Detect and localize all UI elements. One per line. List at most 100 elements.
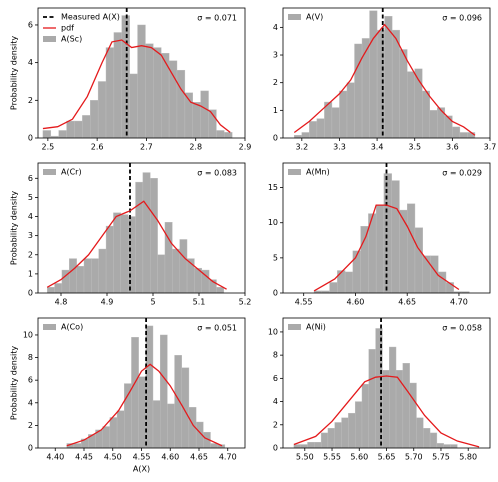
bar <box>407 71 415 139</box>
axes-frame <box>282 7 491 139</box>
y-tick-label: 6 <box>28 20 33 29</box>
x-tick-label: 3.7 <box>484 143 497 152</box>
bar <box>142 172 151 294</box>
bar <box>327 428 335 449</box>
bar <box>384 16 393 139</box>
pdf-line <box>313 204 460 292</box>
bar <box>224 132 233 139</box>
x-tick-label: 3.5 <box>408 143 421 152</box>
bar <box>120 214 129 294</box>
x-tick-label: 5.70 <box>405 453 423 462</box>
y-tick-label: 15 <box>268 183 278 192</box>
bar <box>210 443 218 449</box>
bar <box>66 120 75 139</box>
bar <box>422 90 430 139</box>
x-tick-label: 4.65 <box>398 298 416 307</box>
bar <box>444 115 453 139</box>
x-tick-label: 4.45 <box>75 453 93 462</box>
x-tick-label: 5.1 <box>193 298 206 307</box>
y-tick-label: 8 <box>28 353 33 362</box>
x-tick-label: 4.70 <box>450 298 468 307</box>
y-axis-label: Probability density <box>10 346 19 420</box>
bar <box>121 15 130 139</box>
legend-label: Measured A(X) <box>61 13 120 22</box>
bar <box>307 441 315 449</box>
bar <box>83 258 92 294</box>
pdf-line <box>42 39 231 133</box>
bar <box>69 258 77 294</box>
bar <box>459 132 468 139</box>
y-tick-label: 4 <box>28 58 33 67</box>
bar <box>429 110 438 139</box>
x-tick-label: 2.7 <box>140 143 153 152</box>
sigma-annotation: σ = 0.096 <box>442 14 482 23</box>
x-tick-label: 5.50 <box>296 453 314 462</box>
y-tick-label: 10 <box>268 327 278 336</box>
x-tick-label: 3.3 <box>333 143 346 152</box>
bar <box>352 250 361 294</box>
x-tick-label: 5.65 <box>378 453 396 462</box>
bar <box>375 204 385 294</box>
bar <box>135 181 144 294</box>
bar <box>109 417 118 449</box>
bar <box>354 401 363 449</box>
legend-label: A(Ni) <box>306 323 326 332</box>
bar <box>389 346 397 449</box>
legend-label: A(Co) <box>61 323 83 332</box>
y-tick-label: 10 <box>23 330 33 339</box>
x-tick-label: 4.60 <box>161 453 179 462</box>
legend-swatch <box>288 169 301 175</box>
y-tick-label: 1 <box>273 106 278 115</box>
pdf-line <box>293 375 480 448</box>
x-tick-label: 2.6 <box>91 143 104 152</box>
bar <box>168 60 178 139</box>
bar <box>294 135 303 139</box>
bar <box>82 115 91 139</box>
bar <box>436 443 444 449</box>
y-tick-label: 1 <box>28 269 33 278</box>
bar <box>316 118 325 139</box>
y-tick-label: 5 <box>28 193 33 202</box>
y-tick-label: 10 <box>268 218 278 227</box>
sigma-annotation: σ = 0.071 <box>197 14 237 23</box>
bar <box>157 254 166 294</box>
bar <box>216 130 225 139</box>
bar <box>137 24 146 139</box>
y-tick-label: 2 <box>273 78 278 87</box>
bar <box>395 370 404 449</box>
x-tick-label: 4.50 <box>104 453 122 462</box>
bar <box>124 383 132 449</box>
bar <box>129 73 138 139</box>
y-tick-label: 5 <box>273 253 278 262</box>
bar <box>467 132 476 139</box>
bar <box>113 32 122 139</box>
bar <box>391 180 400 294</box>
bar <box>383 173 392 294</box>
x-tick-label: 4.8 <box>55 298 68 307</box>
y-tick-label: 2 <box>28 96 33 105</box>
x-tick-label: 4.9 <box>101 298 114 307</box>
x-tick-label: 2.5 <box>41 143 54 152</box>
x-tick-label: 4.70 <box>219 453 237 462</box>
bar <box>164 222 173 294</box>
bar <box>341 417 349 449</box>
sigma-annotation: σ = 0.051 <box>197 324 237 333</box>
legend-label: A(Cr) <box>61 168 82 177</box>
y-tick-label: 0 <box>28 134 33 143</box>
bar <box>399 209 408 294</box>
y-tick-label: 0 <box>273 289 278 298</box>
bar <box>293 444 301 449</box>
x-tick-label: 2.8 <box>189 143 202 152</box>
bar <box>73 443 82 449</box>
bar <box>423 428 431 449</box>
x-tick-label: 4.60 <box>347 298 365 307</box>
bar <box>452 126 461 139</box>
axes-frame <box>37 162 246 294</box>
bar <box>102 426 111 449</box>
bar <box>324 101 333 139</box>
x-tick-label: 5.55 <box>323 453 341 462</box>
bar <box>97 81 107 139</box>
bar <box>320 432 329 449</box>
bar <box>443 444 451 449</box>
bar <box>348 412 356 449</box>
